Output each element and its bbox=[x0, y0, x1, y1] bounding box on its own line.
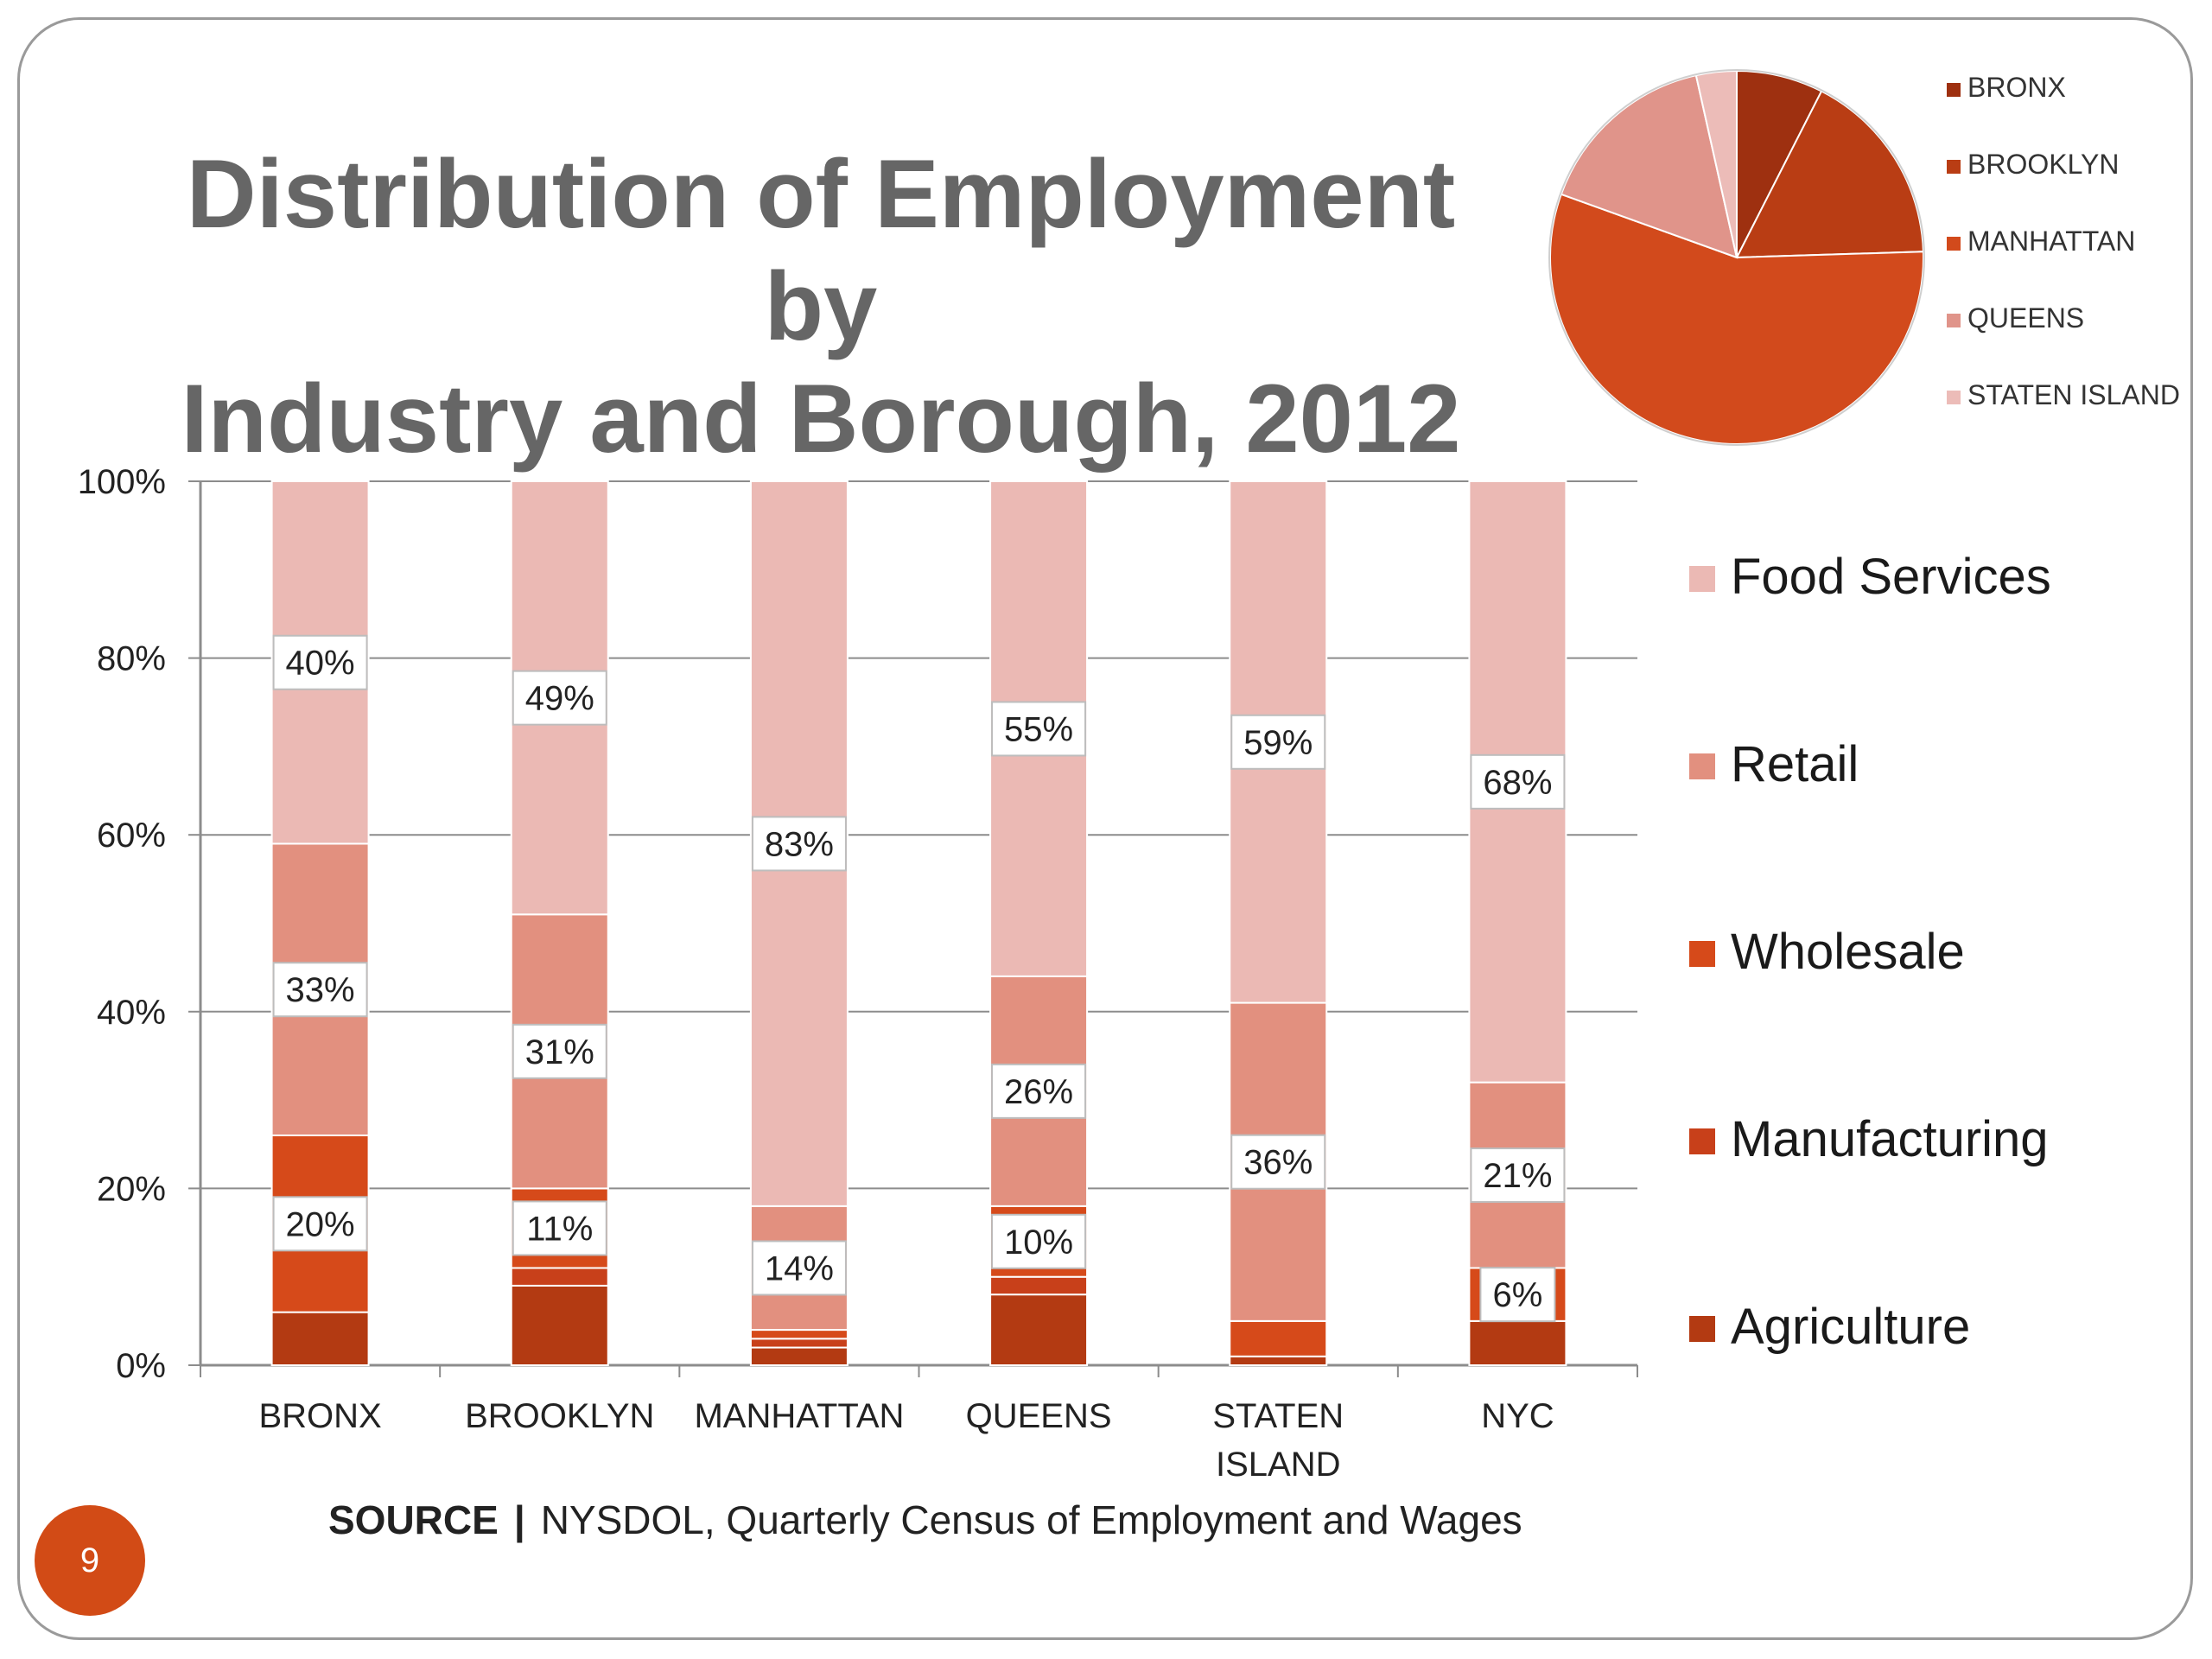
source-separator: | bbox=[513, 1497, 525, 1542]
data-label-nyc-retail: 21% bbox=[1483, 1157, 1552, 1195]
y-tick-label: 60% bbox=[97, 817, 166, 855]
pie-legend-label-staten-island: STATEN ISLAND bbox=[1967, 379, 2180, 410]
pie-outline bbox=[1548, 69, 1925, 446]
data-label-box-brooklyn-retail bbox=[512, 1023, 607, 1079]
bar-manhattan-wholesale bbox=[749, 1329, 849, 1340]
data-label-box-queens-wholesale bbox=[991, 1213, 1087, 1269]
x-category-label: ISLAND bbox=[1216, 1446, 1341, 1484]
x-category-label: BRONX bbox=[258, 1397, 381, 1435]
legend-swatch-food-services bbox=[1689, 566, 1715, 592]
data-label-staten-island-retail: 36% bbox=[1243, 1144, 1313, 1182]
data-label-manhattan-food-services: 83% bbox=[765, 825, 834, 863]
legend-label-agriculture: Agriculture bbox=[1731, 1299, 1970, 1355]
legend-label-manufacturing: Manufacturing bbox=[1731, 1111, 2049, 1167]
data-label-box-bronx-wholesale bbox=[272, 1196, 368, 1252]
data-label-box-queens-food-services bbox=[991, 701, 1087, 757]
pie-legend-swatch-queens bbox=[1947, 314, 1961, 327]
pie-slice-brooklyn bbox=[1735, 90, 1924, 259]
pie-slice-queens bbox=[1560, 74, 1738, 259]
data-label-nyc-wholesale: 6% bbox=[1493, 1276, 1543, 1314]
title-line-1: Distribution of Employment by bbox=[186, 140, 1456, 360]
legend-label-retail: Retail bbox=[1731, 736, 1859, 792]
data-label-box-nyc-wholesale bbox=[1479, 1267, 1556, 1323]
data-label-bronx-retail: 33% bbox=[286, 971, 355, 1009]
pie-slice-manhattan bbox=[1549, 193, 1924, 445]
y-tick-label: 0% bbox=[116, 1347, 166, 1385]
legend-label-food-services: Food Services bbox=[1731, 549, 2051, 605]
data-label-brooklyn-retail: 31% bbox=[525, 1033, 594, 1071]
data-label-brooklyn-food-services: 49% bbox=[525, 680, 594, 718]
source-text: NYSDOL, Quarterly Census of Employment a… bbox=[540, 1497, 1522, 1542]
data-label-box-queens-retail bbox=[991, 1063, 1087, 1119]
data-label-box-manhattan-retail bbox=[751, 1240, 847, 1296]
bar-bronx-agriculture bbox=[270, 1311, 370, 1366]
x-category-label: STATEN bbox=[1212, 1397, 1344, 1435]
pie-slice-bronx bbox=[1736, 69, 1823, 258]
data-label-box-brooklyn-food-services bbox=[512, 670, 607, 726]
data-label-box-bronx-retail bbox=[272, 962, 368, 1018]
data-label-box-nyc-retail bbox=[1470, 1147, 1566, 1204]
data-label-bronx-wholesale: 20% bbox=[286, 1205, 355, 1243]
y-tick-label: 100% bbox=[78, 463, 166, 501]
data-label-nyc-food-services: 68% bbox=[1483, 764, 1552, 802]
bar-manhattan-manufacturing bbox=[749, 1338, 849, 1349]
pie-legend-label-manhattan: MANHATTAN bbox=[1967, 226, 2135, 257]
data-label-queens-wholesale: 10% bbox=[1004, 1224, 1073, 1262]
bar-staten-island-wholesale bbox=[1229, 1319, 1328, 1357]
data-label-box-manhattan-food-services bbox=[751, 816, 847, 872]
y-tick-label: 20% bbox=[97, 1170, 166, 1208]
data-label-staten-island-food-services: 59% bbox=[1243, 724, 1313, 762]
y-tick-label: 80% bbox=[97, 640, 166, 678]
data-label-box-nyc-food-services bbox=[1470, 753, 1566, 810]
legend-swatch-wholesale bbox=[1689, 941, 1715, 967]
pie-legend-swatch-brooklyn bbox=[1947, 160, 1961, 174]
legend-label-wholesale: Wholesale bbox=[1731, 924, 1965, 980]
data-label-box-brooklyn-wholesale bbox=[512, 1200, 607, 1256]
bar-brooklyn-manufacturing bbox=[510, 1267, 609, 1287]
bar-staten-island-agriculture bbox=[1229, 1355, 1328, 1367]
bar-nyc-agriculture bbox=[1468, 1319, 1567, 1366]
data-label-brooklyn-wholesale: 11% bbox=[526, 1210, 593, 1248]
data-label-box-staten-island-food-services bbox=[1230, 714, 1326, 770]
bar-brooklyn-agriculture bbox=[510, 1284, 609, 1367]
bar-queens-manufacturing bbox=[989, 1275, 1089, 1296]
x-category-label: BROOKLYN bbox=[465, 1397, 654, 1435]
pie-legend-swatch-manhattan bbox=[1947, 237, 1961, 251]
y-tick-label: 40% bbox=[97, 994, 166, 1032]
title-line-2: Industry and Borough, 2012 bbox=[181, 365, 1461, 473]
data-label-box-bronx-food-services bbox=[272, 634, 368, 690]
pie-legend-label-bronx: BRONX bbox=[1967, 72, 2066, 103]
pie-legend-swatch-staten-island bbox=[1947, 391, 1961, 404]
x-category-label: NYC bbox=[1481, 1397, 1554, 1435]
slide-title: Distribution of Employment by Industry a… bbox=[130, 138, 1512, 475]
legend-swatch-manufacturing bbox=[1689, 1128, 1715, 1154]
source-note: SOURCE | NYSDOL, Quarterly Census of Emplo… bbox=[328, 1497, 1538, 1543]
bar-queens-agriculture bbox=[989, 1294, 1089, 1367]
bar-manhattan-agriculture bbox=[749, 1346, 849, 1367]
legend-swatch-retail bbox=[1689, 753, 1715, 779]
legend-swatch-agriculture bbox=[1689, 1316, 1715, 1342]
x-category-label: MANHATTAN bbox=[694, 1397, 904, 1435]
pie-legend-label-queens: QUEENS bbox=[1967, 302, 2084, 334]
data-label-bronx-food-services: 40% bbox=[286, 645, 355, 683]
source-label: SOURCE bbox=[328, 1497, 499, 1542]
data-label-queens-food-services: 55% bbox=[1004, 710, 1073, 748]
pie-legend-label-brooklyn: BROOKLYN bbox=[1967, 149, 2119, 180]
x-category-label: QUEENS bbox=[966, 1397, 1112, 1435]
data-label-manhattan-retail: 14% bbox=[765, 1249, 834, 1287]
page-number-badge: 9 bbox=[35, 1505, 145, 1616]
data-label-queens-retail: 26% bbox=[1004, 1073, 1073, 1111]
page-number: 9 bbox=[79, 1541, 100, 1580]
data-label-box-staten-island-retail bbox=[1230, 1134, 1326, 1190]
pie-legend-swatch-bronx bbox=[1947, 83, 1961, 97]
